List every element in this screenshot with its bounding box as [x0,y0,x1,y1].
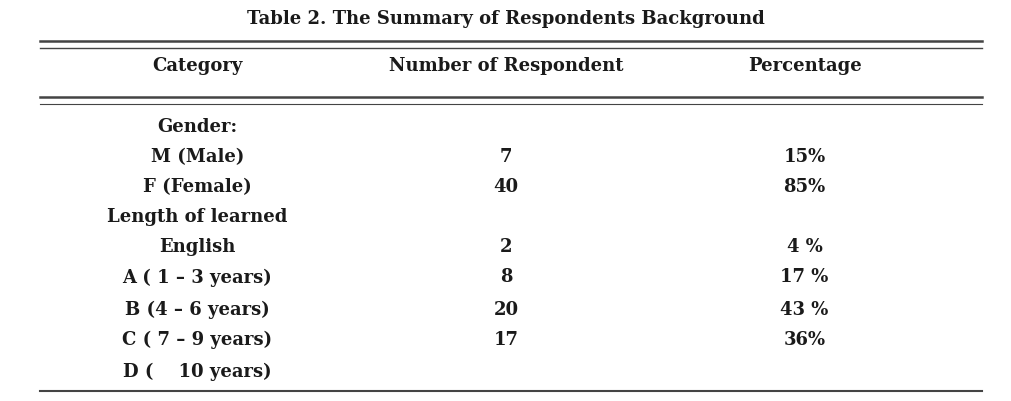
Text: 8: 8 [499,268,512,286]
Text: 17 %: 17 % [779,268,828,286]
Text: 36%: 36% [783,330,825,348]
Text: C ( 7 – 9 years): C ( 7 – 9 years) [122,330,272,348]
Text: 4 %: 4 % [786,238,822,255]
Text: A ( 1 – 3 years): A ( 1 – 3 years) [122,267,272,286]
Text: 2: 2 [499,238,512,255]
Text: 17: 17 [493,330,518,348]
Text: 20: 20 [493,300,518,318]
Text: Number of Respondent: Number of Respondent [388,57,623,75]
Text: Category: Category [152,57,243,75]
Text: B (4 – 6 years): B (4 – 6 years) [124,300,270,318]
Text: 7: 7 [499,148,512,165]
Text: 15%: 15% [783,148,825,165]
Text: M (Male): M (Male) [151,148,244,165]
Text: Gender:: Gender: [157,117,238,135]
Text: D (    10 years): D ( 10 years) [123,362,271,380]
Text: F (Female): F (Female) [143,178,252,195]
Text: 43 %: 43 % [779,300,828,318]
Text: Table 2. The Summary of Respondents Background: Table 2. The Summary of Respondents Back… [247,10,764,28]
Text: 40: 40 [493,178,518,195]
Text: Percentage: Percentage [747,57,860,75]
Text: Length of learned: Length of learned [107,208,287,225]
Text: English: English [159,238,236,255]
Text: 85%: 85% [783,178,825,195]
